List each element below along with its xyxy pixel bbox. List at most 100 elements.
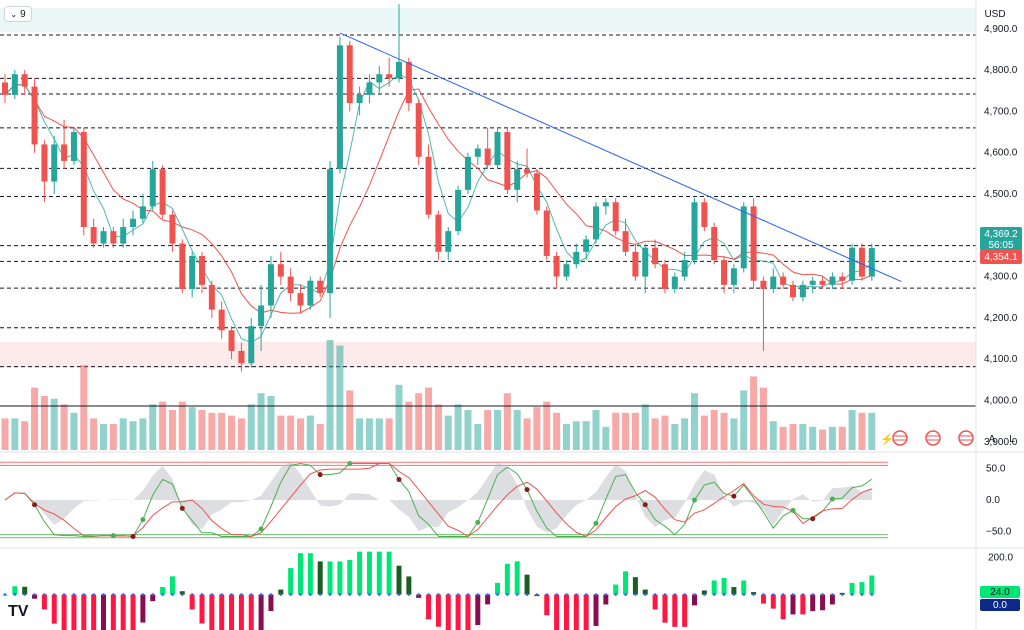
candle [366, 74, 373, 104]
oscillator-bar [41, 594, 47, 610]
crossover-dot [731, 493, 737, 499]
volume-bar [218, 412, 226, 450]
volume-bar [868, 412, 876, 450]
zero-line-dot [13, 593, 17, 596]
zero-line-dot [407, 593, 411, 596]
interval-selector[interactable]: ⌄ 9 [4, 6, 32, 22]
zero-line-dot [190, 593, 194, 596]
volume-bar [819, 429, 827, 450]
candle [297, 284, 304, 314]
oscillator-pane: 200.0 [2, 551, 1013, 630]
zero-line-dot [840, 593, 844, 596]
flag-us-icon[interactable] [958, 430, 974, 446]
volume-bar [375, 418, 383, 450]
oscillator-bar [288, 568, 294, 595]
candle [41, 140, 48, 203]
zero-line-dot [634, 593, 637, 596]
crossover-dot [130, 533, 136, 539]
auto-scale-button[interactable]: A [986, 432, 998, 446]
oscillator-bar [406, 576, 412, 595]
currency-selector[interactable]: USD [982, 6, 1008, 22]
volume-bar [720, 412, 728, 450]
event-markers[interactable]: ⚡ [880, 430, 974, 446]
volume-bars [1, 340, 876, 450]
oscillator-bar [209, 594, 215, 630]
volume-bar [287, 415, 295, 450]
oscillator-bar [790, 594, 796, 615]
volume-bar [119, 418, 127, 450]
oscillator-bar [504, 563, 510, 595]
zero-line-dot [299, 593, 302, 596]
candle [632, 243, 639, 281]
zero-line-dot [703, 593, 706, 596]
zero-line-dot [417, 593, 421, 596]
fast-average-line[interactable] [4, 73, 873, 344]
zero-line-dot [575, 593, 578, 596]
volume-bar [454, 404, 462, 450]
zero-line-dot [131, 593, 135, 596]
oscillator-bar [150, 594, 156, 602]
zero-line-dot [624, 593, 627, 596]
candle [61, 119, 68, 170]
oscillator-bar [820, 594, 826, 611]
zero-line-dot [466, 593, 470, 596]
tradingview-logo[interactable]: TV [8, 603, 29, 620]
volume-bar [789, 424, 797, 450]
oscillator-bar [583, 594, 589, 630]
zero-line-dot [535, 593, 539, 596]
volume-bar [543, 401, 551, 450]
volume-bar [641, 404, 649, 450]
candle [327, 160, 334, 318]
candle [701, 198, 708, 232]
volume-bar [208, 412, 216, 450]
zero-line-dot [614, 593, 617, 596]
oscillator-bar [780, 594, 786, 620]
zero-line-dot [387, 593, 391, 596]
crossover-dot [790, 507, 796, 513]
flag-us-icon[interactable] [892, 430, 908, 446]
volume-bar [70, 412, 78, 450]
zero-line-dot [496, 593, 499, 596]
candle [189, 251, 196, 298]
candle [199, 251, 205, 294]
candle [139, 193, 146, 223]
price-tick-label: 4,800.0 [984, 65, 1018, 76]
rsi-slow-line[interactable] [4, 463, 872, 538]
volume-bar [700, 415, 708, 450]
candle [100, 227, 107, 248]
currency-label: USD [984, 8, 1006, 20]
price-tick-label: 4,200.0 [984, 313, 1018, 324]
zero-line-dot [446, 593, 450, 596]
zero-line-dot [92, 593, 95, 596]
candle [839, 272, 846, 289]
volume-bar [809, 426, 817, 450]
candle [573, 243, 580, 269]
candle [494, 127, 501, 170]
zero-line-dot [338, 593, 342, 596]
oscillator-bar [692, 594, 697, 606]
zero-line-dot [555, 593, 558, 596]
log-scale-button[interactable]: L [1006, 432, 1018, 446]
zero-line-dot [43, 593, 46, 596]
candle [691, 198, 698, 265]
candle [228, 326, 235, 360]
candle [356, 86, 363, 116]
crossover-dot [32, 502, 38, 508]
volume-bar [21, 421, 29, 450]
trendline[interactable] [339, 32, 902, 283]
oscillator-bar [268, 594, 274, 612]
zero-line-dot [112, 593, 115, 596]
lightning-icon[interactable]: ⚡ [880, 433, 894, 446]
flag-us-icon[interactable] [925, 430, 941, 446]
oscillator-bar [366, 551, 372, 595]
oscillator-bar [593, 594, 599, 626]
volume-bar [198, 410, 206, 450]
oscillator-bar [238, 594, 244, 630]
candle [780, 272, 787, 289]
candle [770, 268, 777, 294]
volume-bar [661, 415, 669, 450]
moving-average-line[interactable] [4, 84, 872, 314]
candle [11, 70, 18, 99]
candle [799, 280, 806, 302]
oscillator-bar [169, 576, 175, 595]
